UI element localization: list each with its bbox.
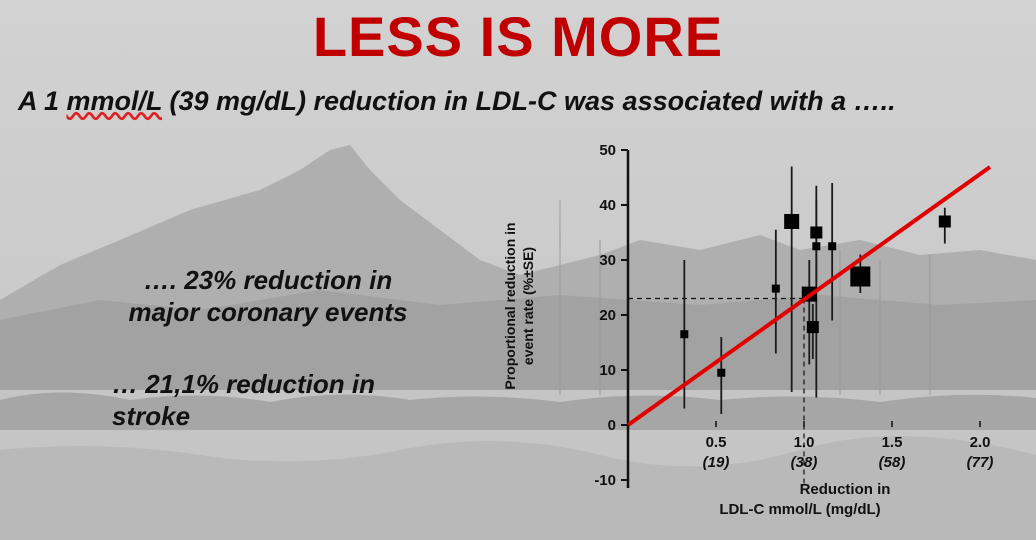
y-tick-label: 50 [599,142,616,159]
x-tick-label: 1.5 [882,434,903,451]
data-point-marker [938,215,951,228]
subtitle-prefix: A 1 [18,86,67,116]
data-point-marker [850,266,871,287]
y-tick-label: 10 [599,362,616,379]
stroke-statement: … 21,1% reduction in stroke [112,368,432,432]
x-tick-sublabel: (19) [703,454,730,471]
subtitle-rest: (39 mg/dL) reduction in LDL-C was associ… [162,86,896,116]
data-point-marker [806,321,819,334]
stroke-line-1: … 21,1% reduction in [112,369,375,399]
data-point-marker [812,242,821,251]
y-tick-label: -10 [594,472,616,489]
x-tick-sublabel: (58) [879,454,906,471]
boat-hulls [0,392,1036,430]
coronary-events-statement: …. 23% reduction in major coronary event… [88,264,448,328]
chart-axes: -10010203040500.5(19)1.0(38)1.5(58)2.0(7… [594,142,993,489]
regression-line [626,165,992,427]
coronary-line-1: …. 23% reduction in [143,265,393,295]
stroke-line-2: stroke [112,401,191,431]
x-axis-title-line-1: Reduction in [800,481,891,498]
slide-subtitle: A 1 mmol/L (39 mg/dL) reduction in LDL-C… [18,86,1018,117]
y-tick-label: 30 [599,252,616,269]
data-point-marker [810,226,823,239]
x-tick-label: 0.5 [706,434,727,451]
data-point-marker [680,330,689,339]
y-tick-label: 0 [608,417,616,434]
regression-line-group [626,165,992,427]
x-tick-label: 2.0 [970,434,991,451]
data-point-marker [717,368,726,377]
subtitle-unit: mmol/L [66,86,163,116]
y-tick-label: 20 [599,307,616,324]
y-axis-title-line-2: event rate (%±SE) [520,247,536,365]
slide-title: LESS IS MORE [312,5,724,68]
x-tick-sublabel: (77) [967,454,994,471]
data-point-marker [784,214,800,229]
y-tick-label: 40 [599,197,616,214]
data-point-marker [828,242,837,251]
reference-lines [628,297,805,486]
water-reflection [0,436,1036,540]
y-axis-title-line-1: Proportional reduction in [502,222,518,389]
coronary-line-2: major coronary events [128,297,408,327]
x-axis-title-line-2: LDL-C mmol/L (mg/dL) [719,501,880,518]
data-point-marker [771,284,780,293]
axis-labels: Reduction in LDL-C mmol/L (mg/dL) Propor… [502,222,890,518]
